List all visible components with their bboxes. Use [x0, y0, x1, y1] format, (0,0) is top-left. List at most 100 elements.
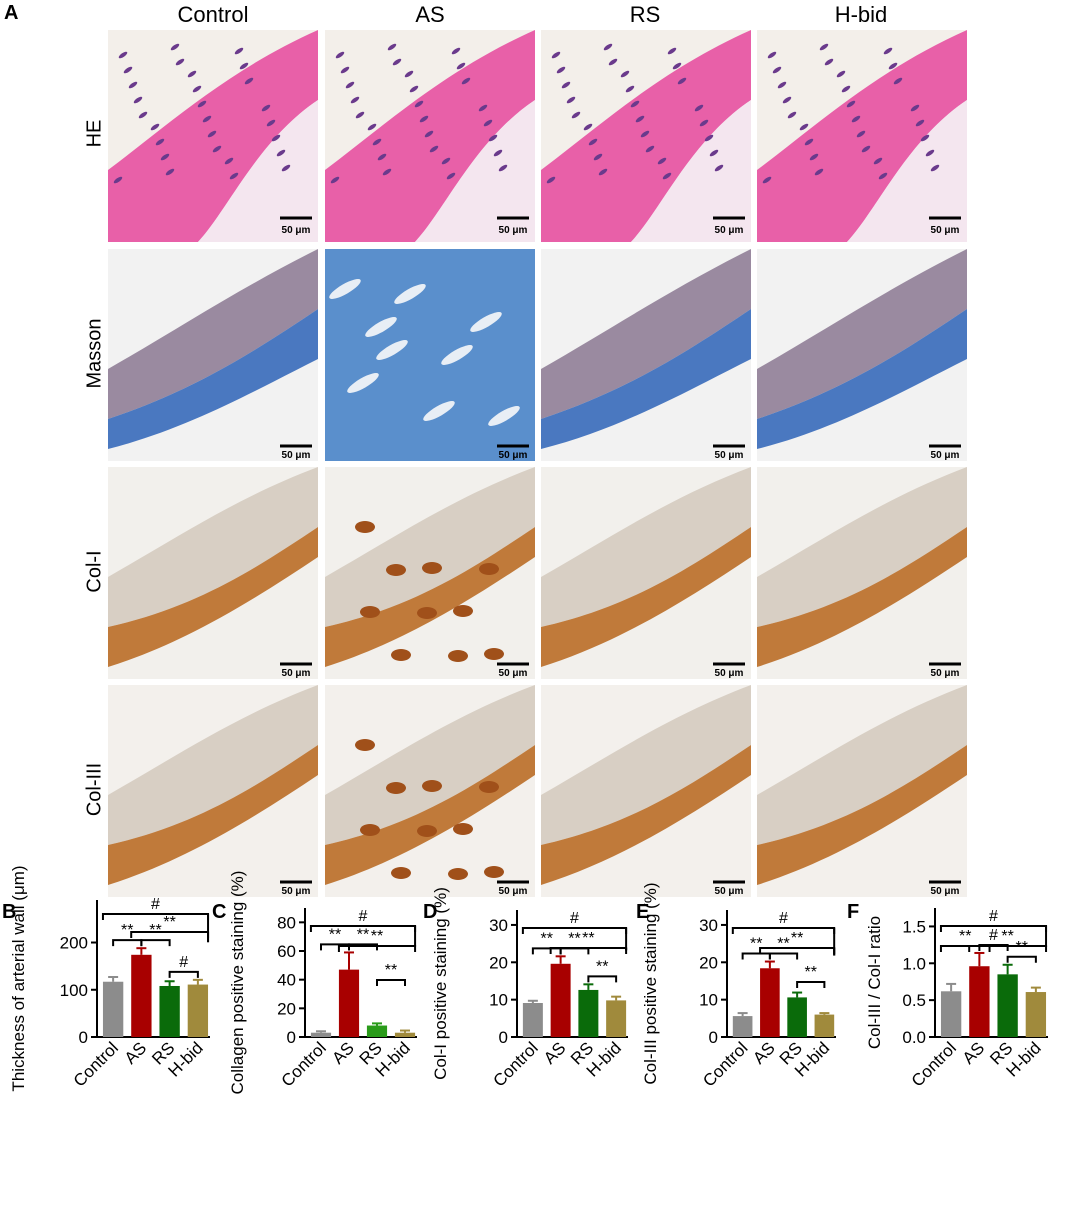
significance-label: ** [541, 930, 553, 947]
significance-bracket [130, 931, 210, 938]
y-tick-label: 40 [277, 971, 296, 990]
significance-label: ** [371, 928, 383, 945]
micrograph-col-i-rs: 50 μm [541, 467, 751, 679]
significance-label: # [570, 910, 579, 927]
bar-h-bid [394, 1032, 416, 1037]
micrograph-masson-h-bid: 50 μm [757, 249, 967, 461]
scale-bar-label: 50 μm [715, 450, 744, 461]
scale-bar-label: 50 μm [931, 668, 960, 679]
scale-bar-label: 50 μm [715, 668, 744, 679]
significance-bracket [140, 939, 171, 947]
bar-as [550, 963, 571, 1037]
bar-control [522, 1003, 543, 1037]
significance-bracket [978, 943, 1009, 951]
x-tick-label: AS [959, 1038, 988, 1067]
bar-rs [159, 985, 180, 1037]
scale-bar-label: 50 μm [282, 886, 311, 897]
y-tick-label: 30 [489, 916, 508, 935]
micrograph-masson-control: 50 μm [108, 249, 318, 461]
chart-e: E 0 10 20 30 Col-III positive staining (%) Con… [636, 882, 836, 1091]
y-tick-label: 20 [699, 953, 718, 972]
significance-label: # [359, 908, 368, 925]
significance-label: ** [777, 936, 789, 953]
micrograph-col-iii-h-bid: 50 μm [757, 685, 967, 897]
significance-label: ** [568, 930, 580, 947]
bar-h-bid [187, 984, 209, 1037]
significance-label: # [151, 896, 160, 913]
panel-letter-d: D [423, 901, 437, 923]
significance-bracket [731, 927, 836, 934]
scale-bar-label: 50 μm [499, 450, 528, 461]
scale-bar-label: 50 μm [931, 225, 960, 236]
bar-h-bid [1025, 992, 1047, 1037]
y-tick-label: 20 [489, 953, 508, 972]
significance-label: # [179, 954, 188, 971]
bar-control [732, 1016, 753, 1037]
chart-c: C 0 20 40 60 80 Collagen positive staining (%)… [212, 871, 417, 1095]
micrograph-masson-rs: 50 μm [541, 249, 751, 461]
significance-label: ** [596, 958, 608, 975]
column-header-h-bid: H-bid [834, 2, 888, 27]
panel-letter-a: A [4, 2, 19, 24]
y-tick-label: 10 [489, 991, 508, 1010]
bar-h-bid [606, 1000, 627, 1037]
significance-label: ** [149, 922, 161, 939]
y-tick-label: 200 [60, 934, 88, 953]
significance-label: ** [750, 936, 762, 953]
micrograph-masson-as: 50 μm [325, 249, 535, 461]
significance-label: ** [357, 926, 369, 943]
y-axis-label: Col-III positive staining (%) [641, 882, 660, 1084]
bar-as [760, 968, 780, 1037]
x-tick-label: AS [121, 1038, 150, 1067]
scale-bar-label: 50 μm [282, 450, 311, 461]
bar-control [940, 991, 962, 1037]
bar-rs [366, 1025, 388, 1037]
scale-bar-label: 50 μm [931, 450, 960, 461]
significance-label: ** [163, 914, 175, 931]
scale-bar-label: 50 μm [282, 225, 311, 236]
micrograph-col-iii-rs: 50 μm [541, 685, 751, 897]
micrograph-col-i-control: 50 μm [108, 467, 318, 679]
bar-rs [997, 974, 1018, 1037]
significance-label: ** [121, 922, 133, 939]
y-axis-label: Col-III / Col-I ratio [865, 916, 884, 1049]
scale-bar-label: 50 μm [715, 886, 744, 897]
column-header-control: Control [177, 2, 249, 27]
y-tick-label: 0 [709, 1028, 718, 1047]
y-tick-label: 0.5 [902, 991, 926, 1010]
y-tick-label: 10 [699, 991, 718, 1010]
scale-bar-label: 50 μm [499, 886, 528, 897]
y-tick-label: 1.0 [902, 954, 926, 973]
x-tick-label: AS [328, 1038, 357, 1067]
y-tick-label: 80 [277, 913, 296, 932]
y-tick-label: 0.0 [902, 1028, 926, 1047]
bar-as [338, 969, 360, 1037]
bar-as [131, 954, 152, 1037]
y-tick-label: 20 [277, 999, 296, 1018]
micrograph-col-i-h-bid: 50 μm [757, 467, 967, 679]
bar-control [310, 1032, 332, 1037]
significance-bracket [376, 979, 406, 986]
y-tick-label: 0 [79, 1028, 88, 1047]
y-tick-label: 30 [699, 916, 718, 935]
significance-bracket [101, 913, 210, 920]
scale-bar-label: 50 μm [499, 225, 528, 236]
significance-label: ** [1016, 939, 1028, 956]
significance-bracket [1006, 955, 1037, 963]
bar-rs [787, 997, 807, 1037]
column-header-rs: RS [629, 2, 661, 27]
y-tick-label: 0 [287, 1028, 296, 1047]
y-tick-label: 1.5 [902, 917, 926, 936]
significance-bracket [531, 947, 562, 955]
x-tick-label: Control [278, 1038, 330, 1090]
significance-bracket [320, 943, 350, 951]
significance-bracket [168, 970, 199, 978]
y-tick-label: 60 [277, 942, 296, 961]
y-axis-label: Collagen positive staining (%) [228, 871, 247, 1095]
significance-bracket [587, 975, 618, 983]
micrograph-he-rs: 50 μm [541, 30, 751, 242]
y-tick-label: 100 [60, 981, 88, 1000]
significance-label: ** [1001, 928, 1013, 945]
micrograph-col-iii-control: 50 μm [108, 685, 318, 897]
